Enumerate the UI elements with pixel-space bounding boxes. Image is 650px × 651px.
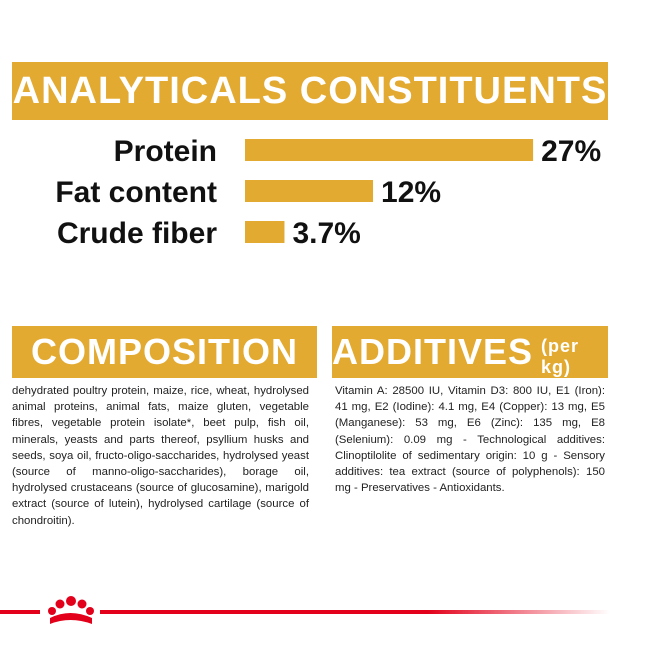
- bar: [245, 139, 534, 161]
- bar: [245, 180, 374, 202]
- value-label: 3.7%: [292, 217, 360, 250]
- category-label: Fat content: [55, 176, 217, 209]
- category-label: Crude fiber: [57, 217, 217, 250]
- additives-unit: (per kg): [541, 336, 580, 377]
- composition-title: COMPOSITION: [12, 326, 317, 378]
- additives-header: ADDITIVES (per kg): [332, 326, 608, 378]
- composition-text: dehydrated poultry protein, maize, rice,…: [12, 385, 309, 527]
- additives-title: ADDITIVES: [332, 331, 534, 372]
- bar: [245, 221, 285, 243]
- value-label: 27%: [541, 135, 601, 168]
- value-label: 12%: [381, 176, 441, 209]
- category-label: Protein: [114, 135, 217, 168]
- chart-title: ANALYTICALS CONSTITUENTS: [12, 62, 608, 120]
- red-line: [0, 610, 610, 614]
- chart: Protein 27% Fat content 12% Crude fiber 3.7%: [55, 135, 601, 250]
- crown-logo: [40, 596, 100, 624]
- additives-text: Vitamin A: 28500 IU, Vitamin D3: 800 IU,…: [335, 385, 605, 495]
